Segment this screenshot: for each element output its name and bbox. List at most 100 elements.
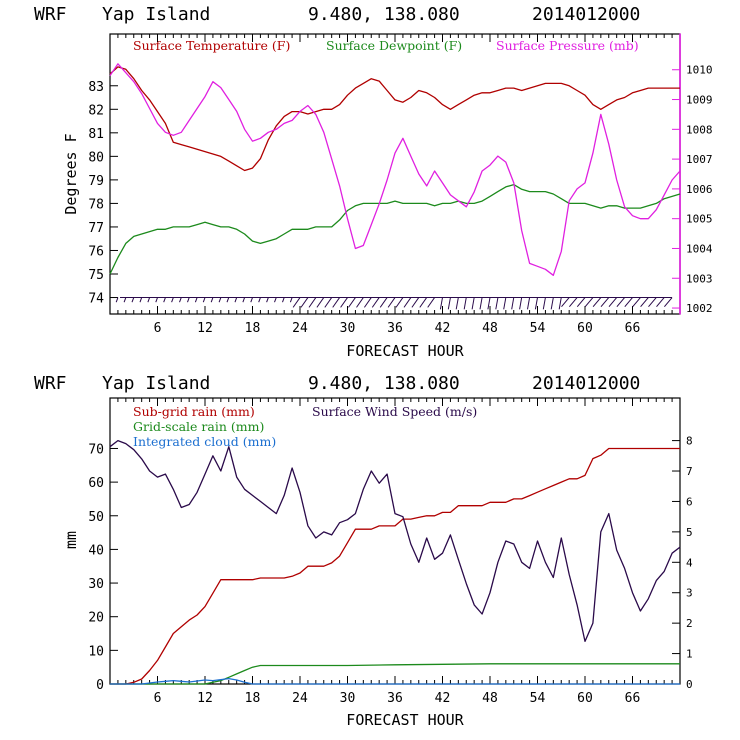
x-tick-label: 60 [577, 691, 593, 706]
wind-barb [648, 297, 657, 308]
y-tick-label: 0 [96, 678, 104, 693]
wind-barb [210, 297, 214, 303]
y2-tick-label: 0 [686, 678, 693, 691]
legend-wind-speed: Surface Wind Speed (m/s) [312, 404, 477, 419]
legend-subgrid-rain: Sub-grid rain (mm) [133, 404, 255, 419]
panel1-init: 2014012000 [532, 4, 640, 25]
wind-barb [576, 297, 586, 308]
wind-barb [139, 297, 143, 303]
series-line-1 [109, 183, 681, 275]
wind-barb [519, 297, 523, 310]
wind-barb [300, 297, 309, 308]
panel2-init: 2014012000 [532, 373, 640, 394]
wind-barb [179, 297, 182, 303]
wind-barb [187, 297, 190, 303]
y2-tick-label: 2 [686, 617, 693, 630]
x-tick-label: 54 [530, 321, 546, 336]
wind-barb [363, 297, 372, 308]
wind-barb [250, 297, 253, 303]
y-tick-label: 82 [88, 103, 104, 118]
y2-tick-label: 1010 [686, 64, 713, 77]
x-tick-label: 48 [482, 321, 498, 336]
wind-barb [226, 297, 230, 303]
y2-tick-label: 1007 [686, 153, 713, 166]
x-tick-label: 42 [435, 321, 451, 336]
wind-barb [542, 297, 546, 310]
y2-tick-label: 5 [686, 526, 693, 539]
wind-barb [266, 297, 269, 303]
wind-barb [503, 297, 507, 310]
panel1-series [109, 63, 681, 276]
legend-temperature: Surface Temperature (F) [133, 38, 290, 53]
panel2-location: Yap Island [102, 373, 210, 394]
x-tick-label: 66 [625, 321, 641, 336]
y-tick-label: 81 [88, 127, 104, 142]
wind-barb [495, 297, 499, 310]
y2-tick-label: 1005 [686, 213, 713, 226]
wind-barb [115, 297, 119, 303]
wind-barb [289, 297, 293, 303]
panel1-model: WRF [34, 4, 67, 25]
series-line-2 [110, 677, 680, 685]
wind-barb [592, 297, 602, 308]
wind-barb [427, 297, 435, 308]
wind-barb [656, 297, 665, 308]
wind-barb [387, 297, 396, 308]
wind-barb [569, 297, 578, 308]
x-tick-label: 18 [245, 321, 261, 336]
x-tick-label: 12 [197, 691, 213, 706]
wind-barb [155, 297, 158, 303]
y2-tick-label: 1006 [686, 183, 713, 196]
wind-barb [584, 297, 594, 308]
wind-barb [561, 297, 570, 308]
x-tick-label: 48 [482, 691, 498, 706]
y-tick-label: 76 [88, 244, 104, 259]
x-tick-label: 54 [530, 691, 546, 706]
wind-barb [527, 297, 531, 310]
y2-tick-label: 6 [686, 495, 693, 508]
wind-barb [463, 297, 467, 310]
y2-tick-label: 1009 [686, 94, 713, 107]
wind-barb [608, 297, 618, 308]
wind-barb [340, 297, 348, 308]
y-tick-label: 70 [88, 442, 104, 457]
y-tick-label: 75 [88, 268, 104, 283]
y-tick-label: 30 [88, 577, 104, 592]
wind-barb [316, 297, 325, 308]
x-tick-label: 42 [435, 691, 451, 706]
legend-pressure: Surface Pressure (mb) [496, 38, 639, 53]
wind-barb [640, 297, 649, 308]
wind-barb [202, 297, 206, 303]
y2-tick-label: 1004 [686, 242, 713, 255]
series-line-0 [109, 66, 680, 172]
panel2-legend: Sub-grid rain (mm) Grid-scale rain (mm) … [133, 404, 477, 449]
y-tick-label: 79 [88, 174, 104, 189]
wind-barb [395, 297, 404, 308]
wind-barb [455, 297, 459, 310]
wind-barb [163, 297, 166, 303]
panel1-ticks: 6 12 18 24 30 36 42 48 54 60 66 74 75 76 77 78 79 80 81 82 8… [88, 34, 713, 336]
wind-barb [379, 297, 388, 308]
wind-barb [194, 297, 198, 303]
y-tick-label: 74 [88, 292, 104, 307]
wind-barb [550, 297, 554, 310]
wind-barb [371, 297, 380, 308]
wind-barb [171, 297, 174, 303]
wind-barb [356, 297, 364, 308]
wind-barb [131, 297, 135, 303]
y-tick-label: 20 [88, 611, 104, 626]
panel1-header: WRF Yap Island 9.480, 138.080 2014012000 [34, 4, 640, 25]
y-tick-label: 77 [88, 221, 104, 236]
panel1-coords: 9.480, 138.080 [308, 4, 460, 25]
x-tick-label: 24 [292, 321, 308, 336]
wind-barb [534, 297, 538, 310]
panel2-series [109, 439, 681, 685]
wind-barb [511, 297, 515, 310]
wind-barb [308, 297, 317, 308]
panel2-header: WRF Yap Island 9.480, 138.080 2014012000 [34, 373, 640, 394]
panel2-coords: 9.480, 138.080 [308, 373, 460, 394]
y-tick-label: 50 [88, 510, 104, 525]
wind-barb [616, 297, 625, 308]
panel1-frame [109, 33, 681, 315]
y-tick-label: 83 [88, 80, 104, 95]
